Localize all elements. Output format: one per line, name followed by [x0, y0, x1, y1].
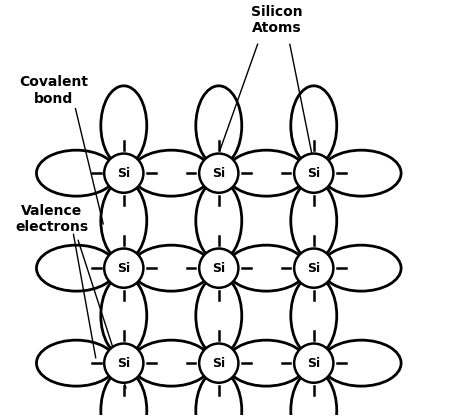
Text: Covalent
bond: Covalent bond [19, 75, 88, 105]
Circle shape [104, 344, 144, 383]
Circle shape [104, 249, 144, 288]
Circle shape [199, 344, 238, 383]
Circle shape [294, 249, 333, 288]
Circle shape [199, 249, 238, 288]
Text: Si: Si [212, 167, 225, 180]
Circle shape [294, 344, 333, 383]
Circle shape [294, 153, 333, 193]
Text: Si: Si [117, 357, 130, 370]
Text: Si: Si [212, 357, 225, 370]
Text: Si: Si [212, 262, 225, 275]
Text: Valence
electrons: Valence electrons [15, 204, 88, 234]
Text: Si: Si [307, 262, 320, 275]
Text: Silicon
Atoms: Silicon Atoms [251, 5, 303, 35]
Text: Si: Si [307, 167, 320, 180]
Text: Si: Si [117, 262, 130, 275]
Text: Si: Si [117, 167, 130, 180]
Circle shape [199, 153, 238, 193]
Text: Si: Si [307, 357, 320, 370]
Circle shape [104, 153, 144, 193]
